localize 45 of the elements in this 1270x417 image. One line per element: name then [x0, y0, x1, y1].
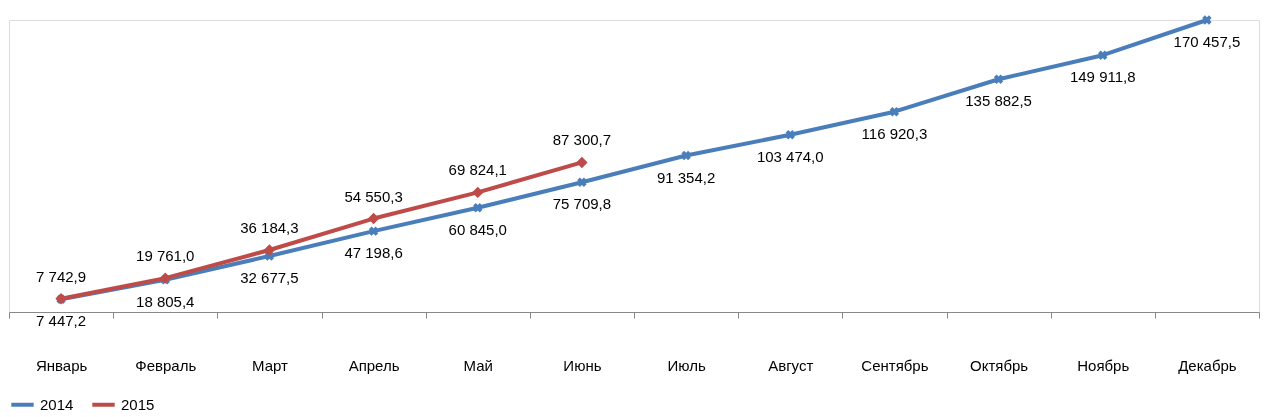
data-label: 7 447,2	[36, 312, 87, 330]
point	[993, 74, 1004, 84]
data-label: 69 824,1	[448, 161, 507, 179]
x-tick-label: Август	[768, 356, 814, 374]
x-tick-label: Май	[463, 356, 493, 374]
data-label: 60 845,0	[448, 220, 507, 238]
data-label: 103 474,0	[756, 147, 824, 165]
data-label: 19 761,0	[136, 247, 195, 265]
x-tick-label: Январь	[35, 356, 88, 374]
data-label: 18 805,4	[136, 292, 195, 310]
point	[785, 130, 795, 140]
legend-label: 2014	[40, 395, 74, 413]
data-label: 135 882,5	[965, 92, 1032, 110]
data-label: 149 911,8	[1069, 68, 1136, 86]
x-tick-label: Сентябрь	[861, 356, 929, 374]
point	[367, 212, 380, 225]
x-tick-label: Декабрь	[1178, 356, 1237, 374]
point	[576, 156, 588, 169]
data-label: 116 920,3	[861, 124, 928, 142]
data-label: 32 677,5	[240, 269, 299, 287]
x-tick-label: Февраль	[135, 356, 197, 374]
point	[1202, 15, 1212, 25]
data-label: 91 354,2	[656, 168, 716, 186]
point	[1098, 50, 1108, 60]
point	[681, 150, 691, 161]
point	[472, 186, 484, 199]
data-label: 36 184,3	[240, 219, 299, 237]
point	[263, 244, 276, 256]
data-label: 54 550,3	[344, 187, 403, 205]
x-tick-label: Март	[251, 356, 288, 374]
data-label: 87 300,7	[552, 131, 612, 149]
x-tick-label: Ноябрь	[1077, 356, 1130, 374]
data-label: 7 742,9	[36, 267, 87, 285]
x-tick-label: Июль	[667, 356, 706, 374]
data-label: 75 709,8	[552, 195, 612, 213]
x-tick-label: Июнь	[563, 356, 602, 374]
x-tick-label: Апрель	[348, 356, 400, 374]
x-tick-label: Октябрь	[970, 356, 1029, 374]
data-label: 170 457,5	[1173, 33, 1241, 50]
point	[368, 226, 379, 236]
point	[577, 177, 587, 187]
data-label: 47 198,6	[344, 244, 403, 262]
legend-label: 2015	[121, 395, 155, 413]
point	[889, 107, 900, 117]
point	[473, 203, 483, 213]
